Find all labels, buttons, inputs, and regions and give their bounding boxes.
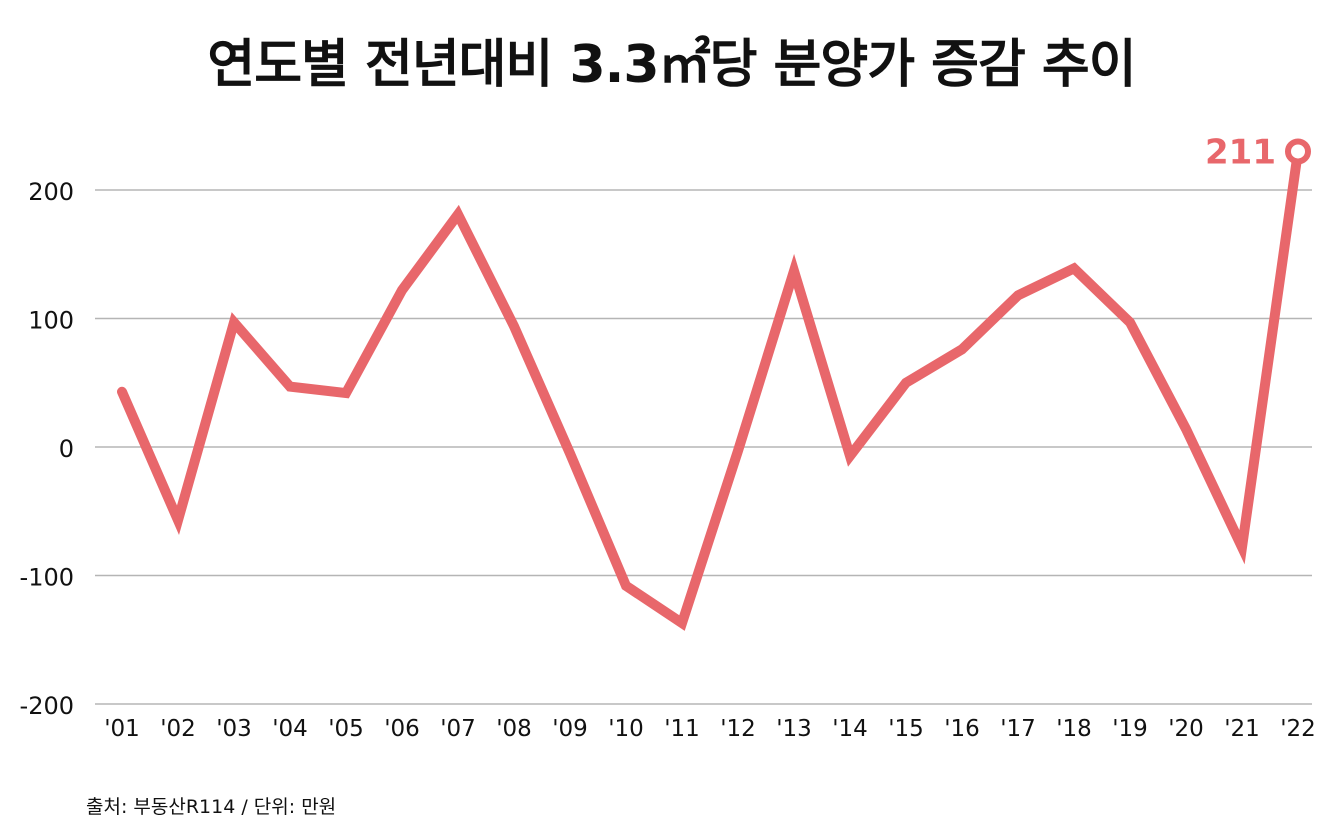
x-tick-label: '14: [832, 716, 868, 742]
data-point: [457, 213, 459, 215]
x-tick-label: '11: [664, 716, 700, 742]
x-tick-label: '06: [384, 716, 420, 742]
series-line: [117, 146, 1303, 631]
data-point: [1241, 546, 1243, 548]
y-tick-label: 100: [28, 307, 74, 335]
x-tick-label: '02: [160, 716, 196, 742]
points-group: [121, 138, 1311, 624]
data-point: [905, 382, 907, 384]
data-point: [625, 585, 627, 587]
data-point: [737, 450, 739, 452]
x-tick-label: '05: [328, 716, 364, 742]
data-point: [961, 348, 963, 350]
x-tick-label: '13: [776, 716, 812, 742]
data-point: [849, 455, 851, 457]
y-tick-label: 200: [28, 178, 74, 206]
y-tick-label: -100: [20, 564, 74, 592]
data-point: [793, 270, 795, 272]
highlight-marker: [1285, 138, 1311, 165]
y-tick-label: -200: [20, 692, 74, 720]
x-tick-label: '20: [1168, 716, 1204, 742]
data-point: [1129, 321, 1131, 323]
data-point: [1017, 294, 1019, 296]
x-tick-label: '21: [1224, 716, 1260, 742]
x-tick-label: '01: [104, 716, 140, 742]
data-point: [1073, 267, 1075, 269]
source-note: 출처: 부동산R114 / 단위: 만원: [86, 796, 337, 818]
data-point: [681, 622, 683, 624]
x-tick-label: '10: [608, 716, 644, 742]
data-point: [401, 289, 403, 291]
data-point: [1185, 428, 1187, 430]
series-group: [117, 146, 1303, 631]
data-point: [345, 392, 347, 394]
x-tick-label: '07: [440, 716, 476, 742]
x-tick-label: '19: [1112, 716, 1148, 742]
data-point: [513, 325, 515, 327]
x-tick-label: '08: [496, 716, 532, 742]
x-axis-ticks: '01 '02 '03 '04 '05 '06 '07 '08 '09 '10 '11 '12 '13 '…: [104, 716, 1316, 742]
data-point: [177, 519, 179, 521]
x-tick-label: '03: [216, 716, 252, 742]
gridlines: [95, 189, 1312, 705]
x-tick-label: '04: [272, 716, 308, 742]
data-point: [121, 391, 123, 393]
chart-title: 연도별 전년대비 3.3㎡당 분양가 증감 추이: [207, 35, 1136, 95]
x-tick-label: '09: [552, 716, 588, 742]
x-tick-label: '15: [888, 716, 924, 742]
x-tick-label: '17: [1000, 716, 1036, 742]
x-tick-label: '22: [1280, 716, 1316, 742]
y-tick-label: 0: [59, 435, 74, 463]
data-point: [233, 321, 235, 323]
highlight-value-label: 211: [1205, 132, 1276, 172]
x-tick-label: '16: [944, 716, 980, 742]
y-axis-ticks: 200 100 0 -100 -200: [20, 178, 74, 720]
data-point: [289, 386, 291, 388]
x-tick-label: '12: [720, 716, 756, 742]
data-point: [569, 452, 571, 454]
x-tick-label: '18: [1056, 716, 1092, 742]
